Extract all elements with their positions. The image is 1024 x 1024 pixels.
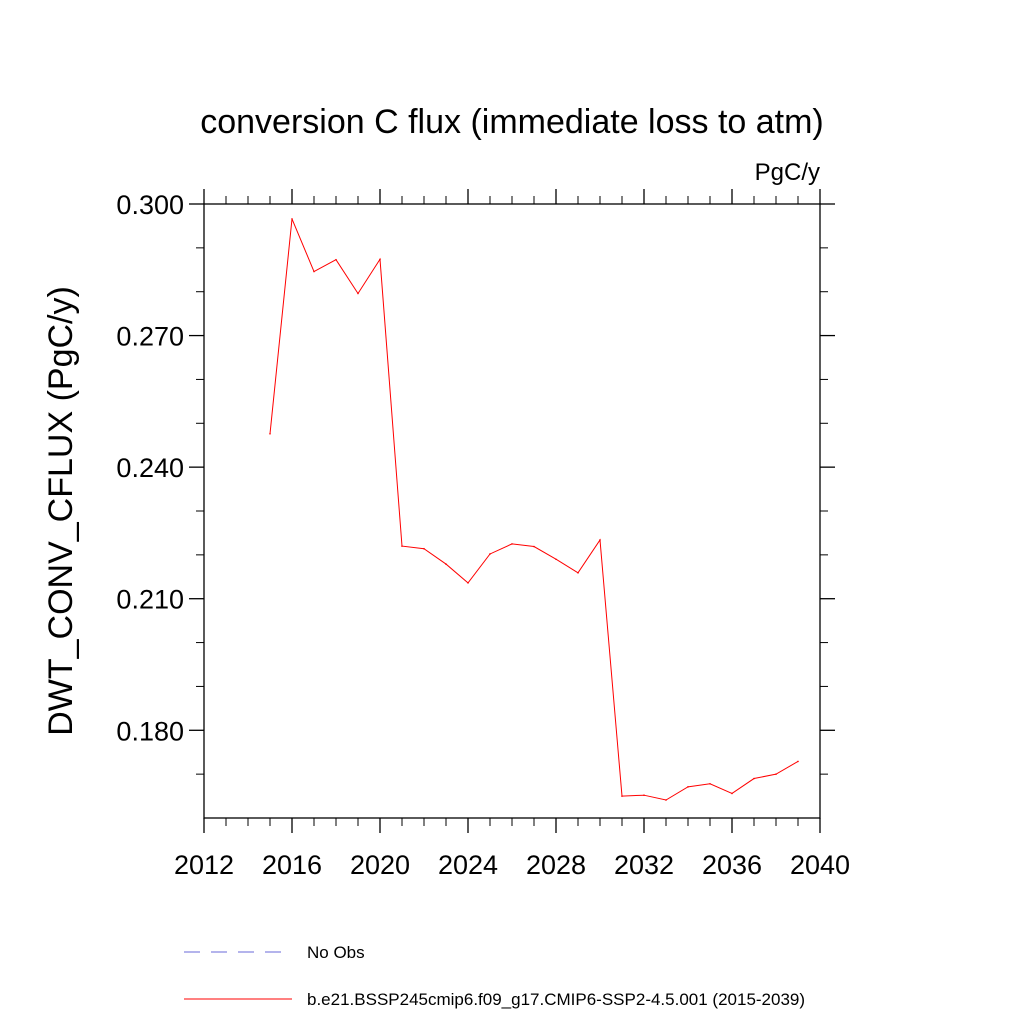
data-point bbox=[687, 786, 689, 788]
x-tick-label: 2040 bbox=[790, 850, 850, 880]
x-tick-label: 2024 bbox=[438, 850, 498, 880]
x-tick-label: 2016 bbox=[262, 850, 322, 880]
y-tick-label: 0.270 bbox=[116, 322, 184, 352]
x-tick-label: 2036 bbox=[702, 850, 762, 880]
data-point bbox=[621, 795, 623, 797]
data-point bbox=[797, 760, 799, 763]
series-layer bbox=[269, 218, 799, 801]
data-point bbox=[379, 258, 381, 261]
data-point bbox=[313, 270, 315, 273]
data-point bbox=[555, 558, 557, 561]
data-point bbox=[731, 792, 733, 795]
data-point bbox=[467, 582, 469, 584]
y-tick-label: 0.180 bbox=[116, 716, 184, 746]
data-point bbox=[599, 539, 601, 541]
data-point bbox=[357, 292, 359, 295]
units-label: PgC/y bbox=[755, 159, 820, 186]
data-point bbox=[423, 547, 425, 550]
legend-label-model-run: b.e21.BSSP245cmip6.f09_g17.CMIP6-SSP2-4.… bbox=[307, 990, 805, 1009]
data-point bbox=[401, 545, 403, 547]
legend: No Obs b.e21.BSSP245cmip6.f09_g17.CMIP6-… bbox=[184, 943, 805, 1009]
legend-label-no-obs: No Obs bbox=[307, 943, 365, 962]
tick-labels: 2012 2016 2020 2024 2028 2032 2036 2040 0.180 0.2… bbox=[116, 190, 850, 880]
x-tick-label: 2028 bbox=[526, 850, 586, 880]
data-point bbox=[291, 218, 293, 220]
data-point bbox=[445, 563, 447, 565]
data-point bbox=[335, 258, 337, 261]
y-tick-label: 0.210 bbox=[116, 585, 184, 615]
chart-title: conversion C flux (immediate loss to atm… bbox=[200, 103, 824, 141]
data-point bbox=[643, 794, 645, 796]
x-tick-label: 2020 bbox=[350, 850, 410, 880]
data-point bbox=[665, 799, 667, 801]
data-point bbox=[533, 545, 535, 548]
x-tick-label: 2032 bbox=[614, 850, 674, 880]
data-point bbox=[269, 433, 271, 435]
data-point bbox=[489, 553, 491, 555]
x-tick-label: 2012 bbox=[174, 850, 234, 880]
data-point bbox=[709, 782, 711, 785]
series-line-0 bbox=[269, 218, 799, 801]
data-point bbox=[775, 773, 777, 775]
axis-ticks bbox=[189, 189, 835, 833]
data-point bbox=[511, 543, 513, 545]
plot-frame bbox=[203, 203, 821, 819]
data-point bbox=[577, 572, 579, 574]
y-axis-label: DWT_CONV_CFLUX (PgC/y) bbox=[42, 286, 80, 736]
y-tick-label: 0.240 bbox=[116, 453, 184, 483]
data-point bbox=[753, 777, 755, 780]
y-tick-label: 0.300 bbox=[116, 190, 184, 220]
